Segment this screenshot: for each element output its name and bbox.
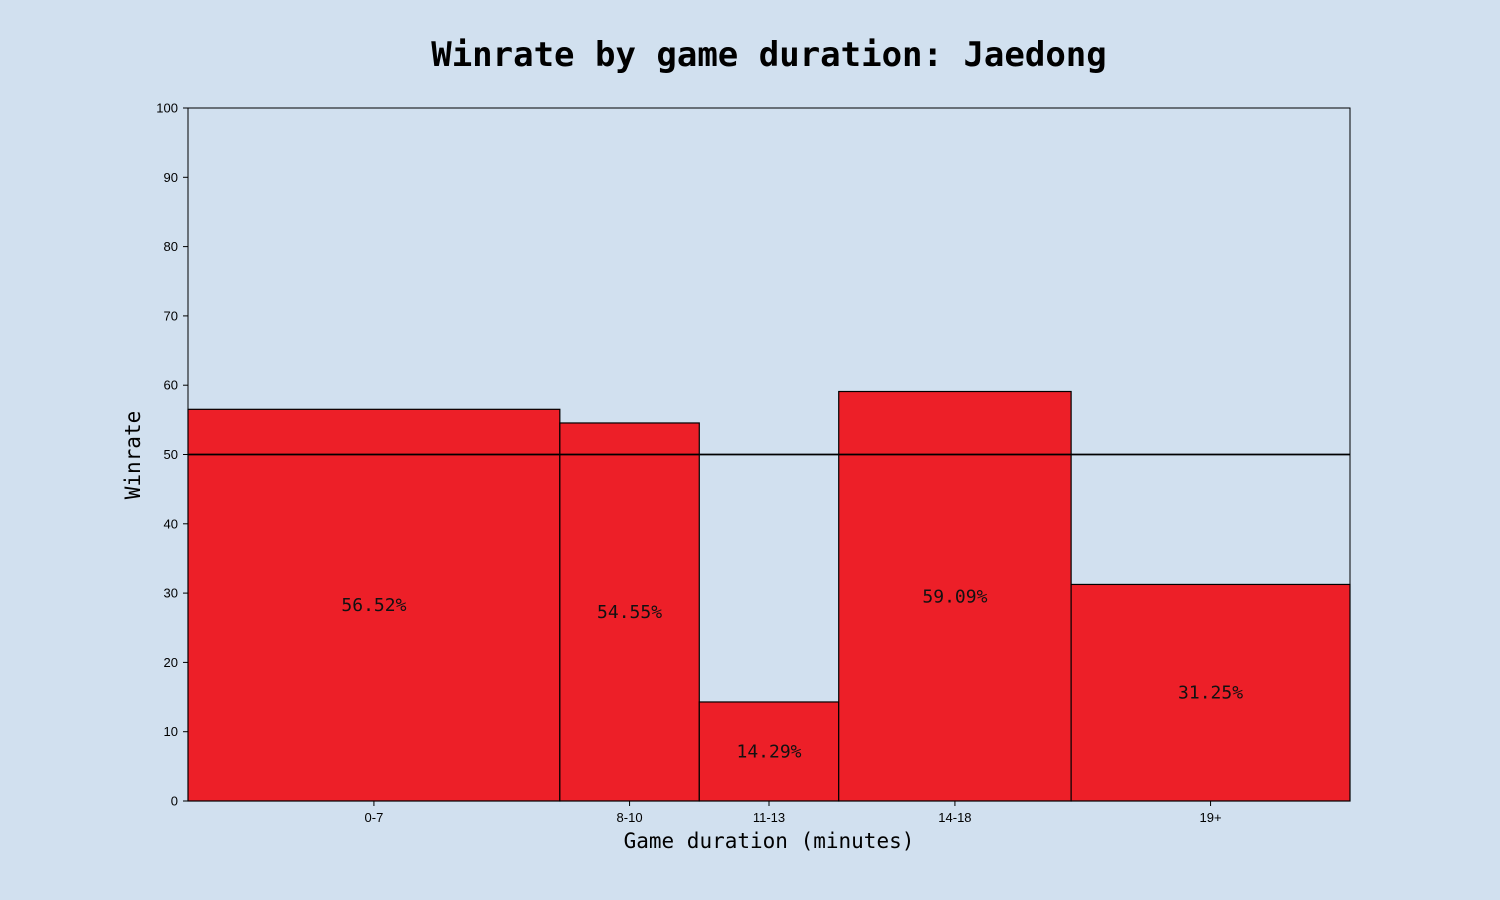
x-tick-label-11-13: 11-13	[753, 810, 785, 825]
y-tick-label: 10	[164, 724, 178, 739]
bar-value-label-11-13: 14.29%	[736, 741, 801, 762]
y-tick-label: 0	[171, 794, 178, 809]
bar-value-label-19+: 31.25%	[1178, 683, 1243, 704]
x-tick-label-8-10: 8-10	[617, 810, 643, 825]
x-tick-label-0-7: 0-7	[365, 810, 384, 825]
chart-title: Winrate by game duration: Jaedong	[431, 35, 1107, 75]
bar-14-18	[838, 390, 1072, 802]
bar-8-10	[559, 422, 700, 802]
y-tick-label: 50	[164, 447, 178, 462]
bar-0-7	[187, 408, 561, 802]
bar-value-label-0-7: 56.52%	[341, 595, 406, 616]
x-tick-label-14-18: 14-18	[938, 810, 971, 825]
bar-19+	[1070, 583, 1351, 802]
bar-value-label-8-10: 54.55%	[597, 602, 662, 623]
y-tick-label: 90	[164, 170, 178, 185]
y-axis-label: Winrate	[121, 411, 145, 500]
y-tick-label: 100	[156, 101, 178, 116]
bars-layer: 56.52% 54.55% 14.29% 59.09% 31.25%	[187, 390, 1351, 802]
y-tick-label: 60	[164, 378, 178, 393]
y-tick-label: 80	[164, 239, 178, 254]
y-tick-label: 70	[164, 308, 178, 323]
y-tick-label: 30	[164, 586, 178, 601]
x-tick-label-19+: 19+	[1200, 810, 1222, 825]
axis-layer: 0 10 20 30 40 50 60 70 80 90 100 0-7 8-10 11-13 14-18 1…	[156, 101, 1351, 825]
bar-11-13	[698, 701, 840, 802]
y-tick-label: 20	[164, 655, 178, 670]
bar-value-label-14-18: 59.09%	[922, 586, 987, 607]
y-tick-label: 40	[164, 516, 178, 531]
x-axis-label: Game duration (minutes)	[624, 829, 915, 853]
